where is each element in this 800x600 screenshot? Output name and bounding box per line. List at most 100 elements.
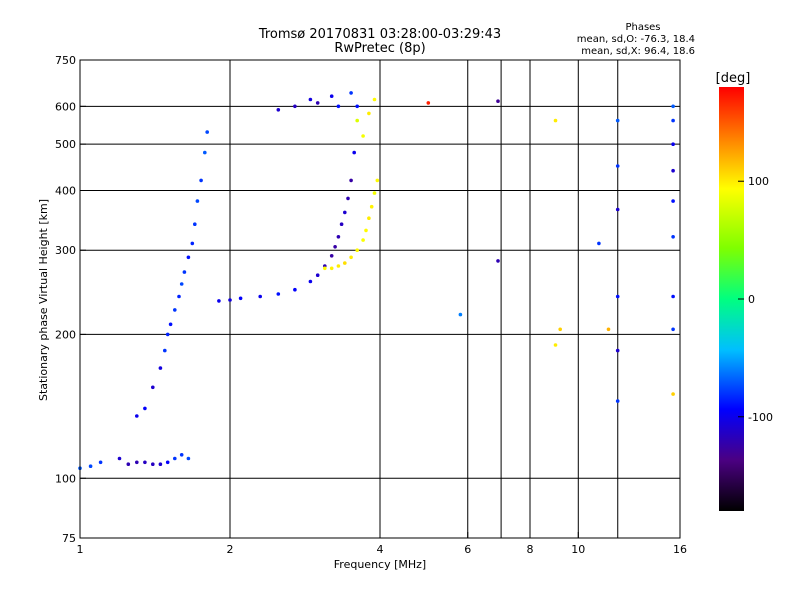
data-point bbox=[308, 97, 313, 102]
data-point bbox=[597, 241, 601, 246]
data-point bbox=[179, 282, 184, 286]
data-point bbox=[293, 287, 297, 292]
data-point bbox=[426, 101, 431, 105]
chart-title: Tromsø 20170831 03:28:00-03:29:43 bbox=[258, 27, 501, 42]
colorbar-tick-label: 0 bbox=[748, 293, 755, 306]
data-point bbox=[163, 348, 167, 353]
y-tick-label: 750 bbox=[55, 54, 76, 67]
data-point bbox=[258, 294, 263, 299]
data-point bbox=[329, 94, 334, 98]
data-point bbox=[553, 118, 558, 123]
data-point bbox=[349, 91, 353, 95]
data-point bbox=[135, 414, 139, 418]
y-tick-label: 200 bbox=[55, 328, 76, 341]
data-point bbox=[671, 168, 675, 173]
data-point bbox=[151, 462, 155, 467]
data-point bbox=[177, 294, 181, 299]
data-point bbox=[615, 294, 620, 299]
data-point bbox=[186, 255, 191, 260]
data-points bbox=[78, 91, 675, 471]
data-point bbox=[276, 108, 281, 112]
data-point bbox=[190, 241, 195, 246]
x-tick-label: 6 bbox=[464, 543, 471, 556]
data-point bbox=[293, 104, 297, 109]
data-point bbox=[186, 456, 191, 461]
phases-x-mode: mean, sd,X: 96.4, 18.6 bbox=[581, 46, 695, 57]
data-point bbox=[228, 298, 232, 302]
x-axis-label: Frequency [MHz] bbox=[334, 558, 426, 571]
phases-o-mode: mean, sd,O: -76.3, 18.4 bbox=[577, 34, 695, 45]
data-point bbox=[349, 178, 353, 183]
data-point bbox=[343, 210, 347, 215]
data-point bbox=[168, 322, 173, 327]
data-point bbox=[143, 460, 147, 465]
data-point bbox=[329, 254, 334, 258]
data-point bbox=[369, 204, 374, 209]
data-point bbox=[117, 456, 122, 461]
data-point bbox=[349, 255, 353, 260]
data-point bbox=[496, 99, 500, 103]
colorbar-label: [deg] bbox=[716, 71, 751, 86]
data-point bbox=[355, 104, 360, 109]
data-point bbox=[182, 270, 187, 274]
y-tick-label: 100 bbox=[55, 472, 76, 485]
x-tick-label: 2 bbox=[227, 543, 234, 556]
y-tick-label: 600 bbox=[55, 100, 76, 113]
data-point bbox=[367, 216, 371, 220]
data-point bbox=[367, 111, 371, 116]
colorbar-tick-label: -100 bbox=[748, 411, 773, 424]
data-point bbox=[308, 279, 313, 284]
data-point bbox=[165, 332, 170, 337]
data-point bbox=[671, 142, 675, 146]
data-point bbox=[458, 312, 463, 317]
colorbar-tick-label: 100 bbox=[748, 175, 769, 188]
data-point bbox=[352, 150, 357, 155]
data-point bbox=[158, 462, 163, 467]
data-point bbox=[615, 118, 620, 123]
data-point bbox=[276, 292, 281, 296]
data-point bbox=[143, 406, 147, 411]
data-point bbox=[361, 238, 365, 242]
data-point bbox=[364, 228, 368, 233]
data-point bbox=[151, 385, 155, 390]
data-point bbox=[323, 266, 327, 271]
y-tick-label: 300 bbox=[55, 244, 76, 257]
data-point bbox=[179, 453, 184, 457]
data-point bbox=[496, 259, 500, 263]
colorbar-ticks: 100 0 -100 bbox=[738, 175, 773, 424]
y-axis-label: Stationary phase Virtual Height [km] bbox=[37, 199, 50, 401]
data-point bbox=[615, 164, 620, 168]
x-axis-ticks: 1 2 4 6 8 10 16 bbox=[77, 532, 687, 556]
data-point bbox=[553, 343, 558, 347]
data-point bbox=[88, 464, 93, 469]
data-point bbox=[135, 460, 139, 465]
data-point bbox=[375, 178, 380, 183]
data-point bbox=[238, 296, 243, 301]
data-point bbox=[671, 235, 675, 239]
data-point bbox=[671, 327, 675, 332]
data-point bbox=[195, 199, 200, 203]
data-point bbox=[315, 101, 320, 105]
data-point bbox=[329, 266, 334, 271]
data-point bbox=[126, 462, 131, 467]
data-point bbox=[173, 456, 177, 461]
data-point bbox=[333, 245, 337, 249]
data-point bbox=[671, 104, 675, 109]
data-point bbox=[205, 130, 209, 134]
data-point bbox=[671, 118, 675, 123]
data-point bbox=[346, 196, 350, 201]
data-point bbox=[199, 178, 203, 183]
y-tick-label: 400 bbox=[55, 184, 76, 197]
data-point bbox=[336, 264, 341, 268]
data-point bbox=[343, 261, 347, 265]
data-point bbox=[606, 327, 611, 332]
data-point bbox=[615, 348, 620, 353]
y-tick-label: 75 bbox=[62, 532, 76, 545]
data-point bbox=[671, 199, 675, 203]
x-tick-label: 4 bbox=[377, 543, 384, 556]
y-tick-label: 500 bbox=[55, 138, 76, 151]
x-tick-label: 16 bbox=[673, 543, 687, 556]
data-point bbox=[671, 294, 675, 299]
x-tick-label: 10 bbox=[571, 543, 585, 556]
